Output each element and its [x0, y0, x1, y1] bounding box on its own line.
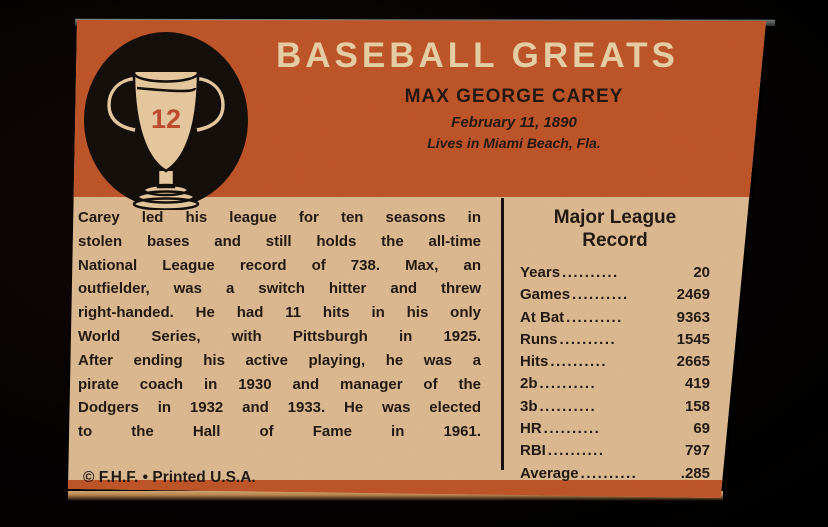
- svg-text:12: 12: [151, 104, 181, 134]
